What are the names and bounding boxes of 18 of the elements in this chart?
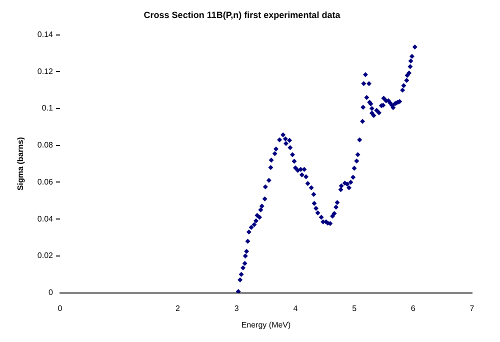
y-tick-label: 0.04 xyxy=(37,214,54,224)
y-tick-label: 0.08 xyxy=(37,140,54,150)
y-tick-label: 0.12 xyxy=(37,66,54,76)
y-tick-label: 0.14 xyxy=(37,30,54,40)
x-tick-label: 5 xyxy=(352,304,358,313)
x-tick-label: 4 xyxy=(293,304,298,313)
y-tick-label: 0.1 xyxy=(42,104,54,113)
x-tick-label: 3 xyxy=(234,304,240,313)
x-axis-title: Energy (MeV) xyxy=(241,320,292,330)
y-tick-label: 0.02 xyxy=(37,251,54,260)
x-tick-label: 0 xyxy=(58,304,63,313)
x-tick-label: 6 xyxy=(410,304,416,313)
y-tick-label: 0 xyxy=(48,288,54,298)
y-tick-label: 0.06 xyxy=(37,177,54,186)
y-axis-title: Sigma (barns) xyxy=(16,136,26,190)
x-tick-label: 2 xyxy=(175,304,180,313)
chart-title: Cross Section 11B(P,n) first experimental data xyxy=(144,10,342,20)
x-tick-label: 7 xyxy=(470,304,475,313)
